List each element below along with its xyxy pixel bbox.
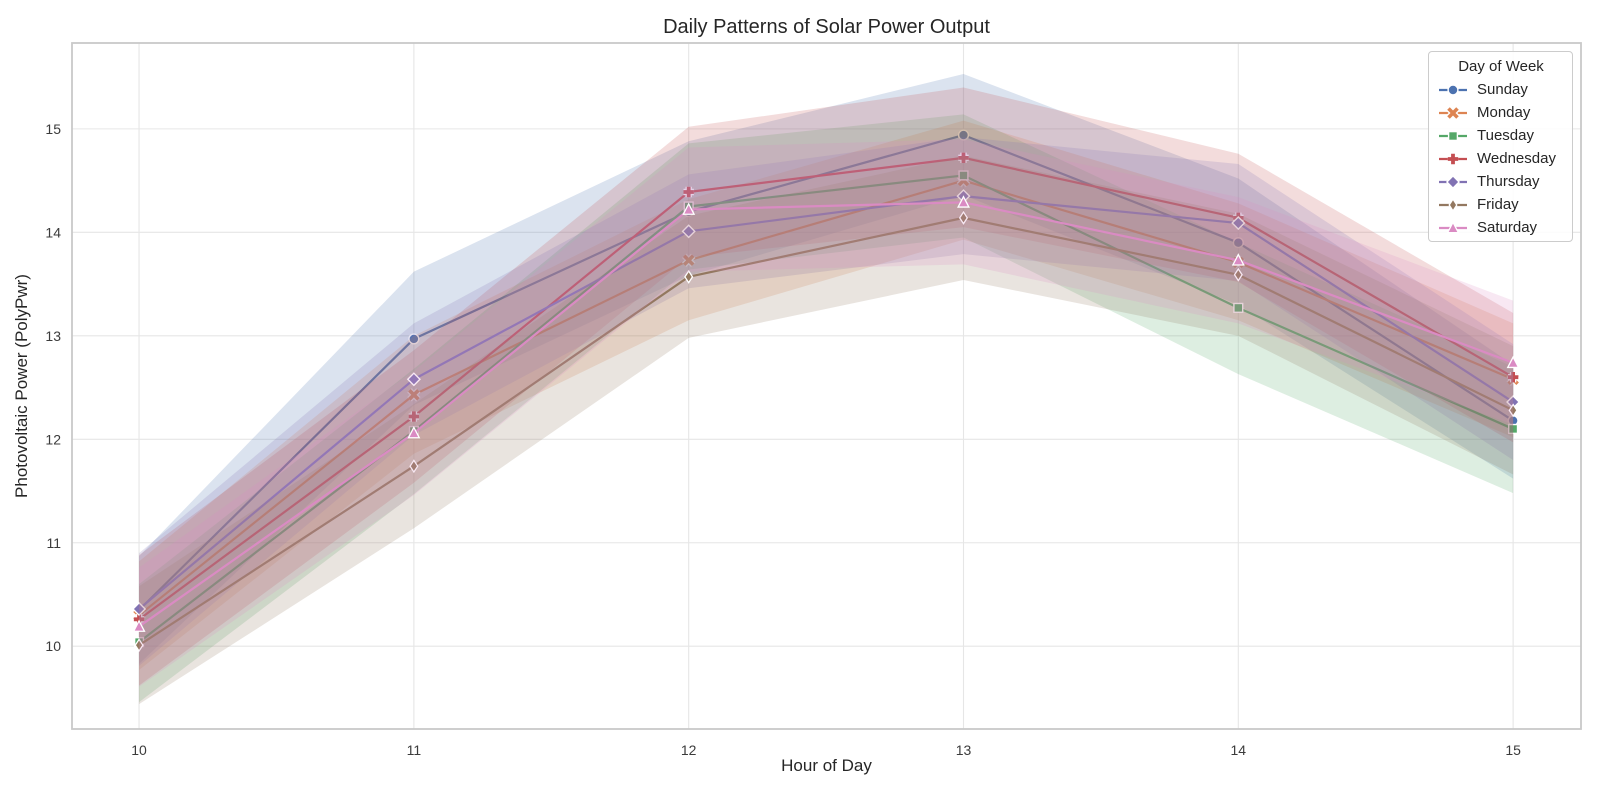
legend-label-sunday: Sunday	[1477, 81, 1528, 98]
legend-swatch-thursday	[1439, 174, 1467, 189]
legend-title: Day of Week	[1458, 58, 1544, 75]
series-line-thursday	[138, 195, 1514, 610]
legend-swatch-monday	[1439, 105, 1467, 120]
legend-label-thursday: Thursday	[1477, 173, 1540, 190]
legend-entry-friday: Friday	[1438, 193, 1564, 216]
marker-wednesday-13	[958, 152, 969, 164]
legend-entry-thursday: Thursday	[1438, 170, 1564, 193]
marker-friday-10	[134, 638, 144, 653]
x-tick-label-10: 10	[131, 742, 147, 758]
series-line-wednesday	[138, 156, 1514, 621]
legend-swatch-saturday	[1439, 220, 1467, 233]
confidence-band-sunday	[139, 74, 1514, 664]
y-tick-label-12: 12	[45, 431, 61, 447]
series-line-sunday	[138, 133, 1514, 611]
legend-label-friday: Friday	[1477, 196, 1519, 213]
marker-saturday-15	[1506, 355, 1520, 369]
marker-friday-15	[1508, 403, 1518, 418]
legend-box: Day of Week Sunday Monday Tuesday Wednesday…	[1428, 51, 1573, 242]
legend-entry-wednesday: Wednesday	[1438, 147, 1564, 170]
y-tick-label-10: 10	[45, 638, 61, 654]
chart-title: Daily Patterns of Solar Power Output	[663, 16, 990, 38]
marker-saturday-10	[132, 619, 146, 632]
plot-frame	[71, 42, 1582, 730]
series-wednesday	[133, 87, 1519, 686]
legend-marker-wednesday-icon	[1447, 153, 1459, 164]
marker-friday-13	[958, 210, 969, 225]
marker-monday-11	[408, 389, 420, 401]
marker-sunday-14	[1232, 237, 1244, 249]
x-tick-label-11: 11	[407, 742, 422, 758]
x-tick-label-15: 15	[1505, 742, 1521, 758]
x-tick-label-14: 14	[1231, 742, 1247, 758]
marker-wednesday-11	[408, 411, 420, 422]
series-line-saturday	[138, 201, 1514, 628]
confidence-band-monday	[139, 120, 1514, 671]
marker-thursday-15	[1506, 394, 1521, 410]
marker-friday-12	[684, 269, 694, 284]
legend-swatch-friday	[1439, 197, 1467, 212]
marker-thursday-10	[131, 601, 147, 617]
series-line-friday	[138, 216, 1514, 647]
legend-marker-monday-icon	[1447, 106, 1459, 119]
legend-entry-saturday: Saturday	[1438, 216, 1564, 239]
series-line-monday	[138, 179, 1514, 617]
legend-entry-tuesday: Tuesday	[1438, 124, 1564, 147]
confidence-band-wednesday	[139, 87, 1514, 686]
legend-label-tuesday: Tuesday	[1477, 127, 1534, 144]
legend-swatch-tuesday	[1439, 130, 1467, 141]
legend-entry-monday: Monday	[1438, 101, 1564, 124]
marker-monday-12	[682, 254, 695, 267]
marker-saturday-11	[407, 425, 421, 439]
x-tick-label-12: 12	[681, 742, 697, 758]
marker-sunday-11	[408, 333, 420, 345]
marker-saturday-12	[682, 202, 696, 215]
confidence-band-saturday	[139, 139, 1514, 687]
legend-label-saturday: Saturday	[1477, 219, 1538, 236]
series-thursday	[131, 137, 1521, 666]
marker-thursday-14	[1231, 215, 1246, 231]
legend-entry-sunday: Sunday	[1438, 78, 1564, 101]
legend-marker-thursday-icon	[1445, 174, 1461, 189]
y-axis-label: Photovoltaic Power (PolyPwr)	[12, 274, 31, 498]
y-tick-label-14: 14	[45, 224, 61, 240]
marker-wednesday-12	[683, 186, 694, 198]
y-tick-label-11: 11	[46, 535, 61, 551]
legend-marker-saturday-icon	[1446, 220, 1460, 233]
y-tick-label-15: 15	[45, 121, 61, 137]
confidence-band-friday	[139, 155, 1514, 705]
legend-label-monday: Monday	[1477, 104, 1531, 121]
marker-wednesday-15	[1507, 372, 1519, 383]
y-tick-label-13: 13	[45, 328, 61, 344]
marker-tuesday-14	[1233, 302, 1244, 313]
axes-spines	[71, 42, 1582, 730]
marker-saturday-13	[957, 195, 970, 208]
marker-thursday-12	[681, 224, 696, 239]
legend-label-wednesday: Wednesday	[1477, 150, 1556, 167]
x-tick-label-13: 13	[956, 742, 972, 758]
tick-labels: 10 11 12 13 14 15 10 11 12 13 14 15	[45, 121, 1521, 758]
marker-thursday-11	[406, 372, 421, 387]
series-friday	[134, 155, 1518, 705]
marker-sunday-13	[957, 129, 970, 141]
marker-tuesday-15	[1508, 423, 1519, 435]
marker-saturday-14	[1231, 253, 1245, 266]
legend-swatch-sunday	[1439, 83, 1467, 96]
legend-entries: Sunday Monday Tuesday Wednesday Thursday Frid…	[1438, 78, 1564, 239]
data-layer	[131, 74, 1521, 705]
legend-swatch-wednesday	[1439, 153, 1467, 164]
legend-marker-sunday-icon	[1447, 83, 1459, 96]
series-saturday	[132, 139, 1520, 687]
marker-friday-11	[409, 459, 419, 474]
confidence-band-thursday	[139, 137, 1514, 666]
legend-marker-tuesday-icon	[1447, 130, 1459, 141]
legend-marker-friday-icon	[1448, 197, 1458, 212]
x-axis-label: Hour of Day	[781, 756, 872, 775]
marker-friday-14	[1233, 267, 1243, 282]
marker-tuesday-13	[958, 170, 969, 181]
